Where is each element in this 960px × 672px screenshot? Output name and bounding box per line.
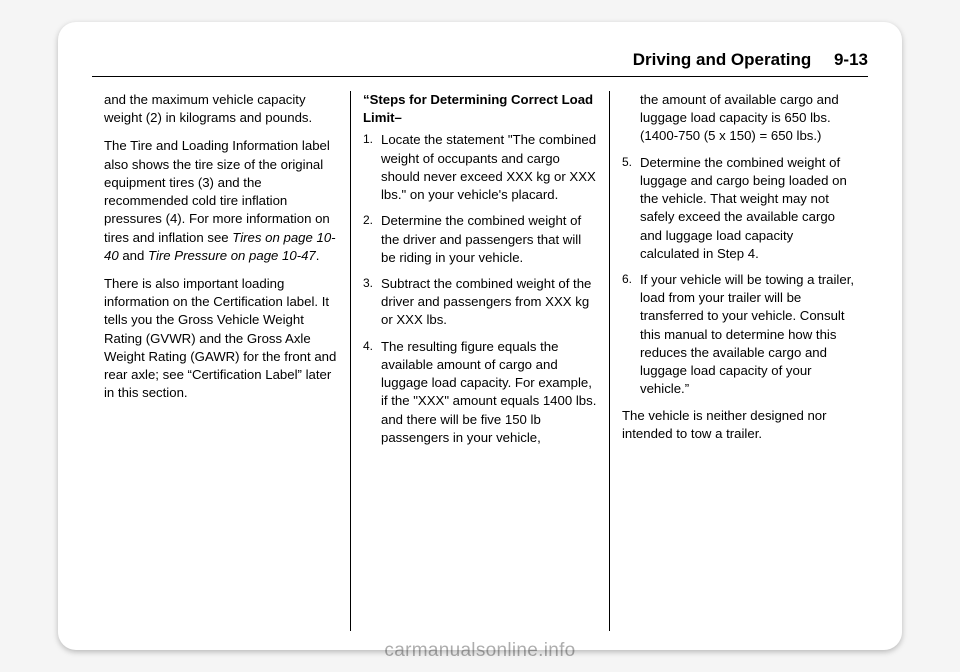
column-3: the amount of available cargo and luggag… bbox=[610, 91, 868, 631]
step-text: Subtract the combined weight of the driv… bbox=[381, 275, 597, 330]
page-header: Driving and Operating 9-13 bbox=[92, 50, 868, 77]
steps-list-continued: the amount of available cargo and luggag… bbox=[622, 91, 856, 399]
step-number: 1. bbox=[363, 131, 381, 204]
step-item: the amount of available cargo and luggag… bbox=[622, 91, 856, 146]
step-number: 5. bbox=[622, 154, 640, 263]
section-title: Driving and Operating bbox=[633, 50, 812, 69]
page-number: 9-13 bbox=[834, 50, 868, 69]
step-text: The resulting figure equals the availabl… bbox=[381, 338, 597, 447]
step-number: 4. bbox=[363, 338, 381, 447]
manual-page: Driving and Operating 9-13 and the maxim… bbox=[58, 22, 902, 650]
step-item: 2.Determine the combined weight of the d… bbox=[363, 212, 597, 267]
step-item: 3.Subtract the combined weight of the dr… bbox=[363, 275, 597, 330]
step-number: 6. bbox=[622, 271, 640, 399]
body-text: and the maximum vehicle capacity weight … bbox=[104, 91, 338, 127]
step-item: 1.Locate the statement "The combined wei… bbox=[363, 131, 597, 204]
step-item: 5.Determine the combined weight of lugga… bbox=[622, 154, 856, 263]
steps-heading: “Steps for Determining Correct Load Limi… bbox=[363, 91, 597, 127]
step-text: Determine the combined weight of the dri… bbox=[381, 212, 597, 267]
step-item: 6.If your vehicle will be towing a trail… bbox=[622, 271, 856, 399]
column-1: and the maximum vehicle capacity weight … bbox=[92, 91, 351, 631]
body-text: There is also important loading informat… bbox=[104, 275, 338, 403]
step-text: Locate the statement "The combined weigh… bbox=[381, 131, 597, 204]
text-run: . bbox=[316, 248, 320, 263]
closing-text: The vehicle is neither designed nor inte… bbox=[622, 407, 856, 443]
step-text: the amount of available cargo and luggag… bbox=[640, 91, 856, 146]
column-2: “Steps for Determining Correct Load Limi… bbox=[351, 91, 610, 631]
step-number: 3. bbox=[363, 275, 381, 330]
step-text: If your vehicle will be towing a trailer… bbox=[640, 271, 856, 399]
step-text: Determine the combined weight of luggage… bbox=[640, 154, 856, 263]
text-run: and bbox=[119, 248, 148, 263]
step-number: 2. bbox=[363, 212, 381, 267]
step-item: 4.The resulting figure equals the availa… bbox=[363, 338, 597, 447]
cross-ref: Tire Pressure on page 10-47 bbox=[148, 248, 316, 263]
steps-list: 1.Locate the statement "The combined wei… bbox=[363, 131, 597, 447]
step-number bbox=[622, 91, 640, 146]
body-text: The Tire and Loading Information label a… bbox=[104, 137, 338, 265]
content-columns: and the maximum vehicle capacity weight … bbox=[92, 91, 868, 631]
